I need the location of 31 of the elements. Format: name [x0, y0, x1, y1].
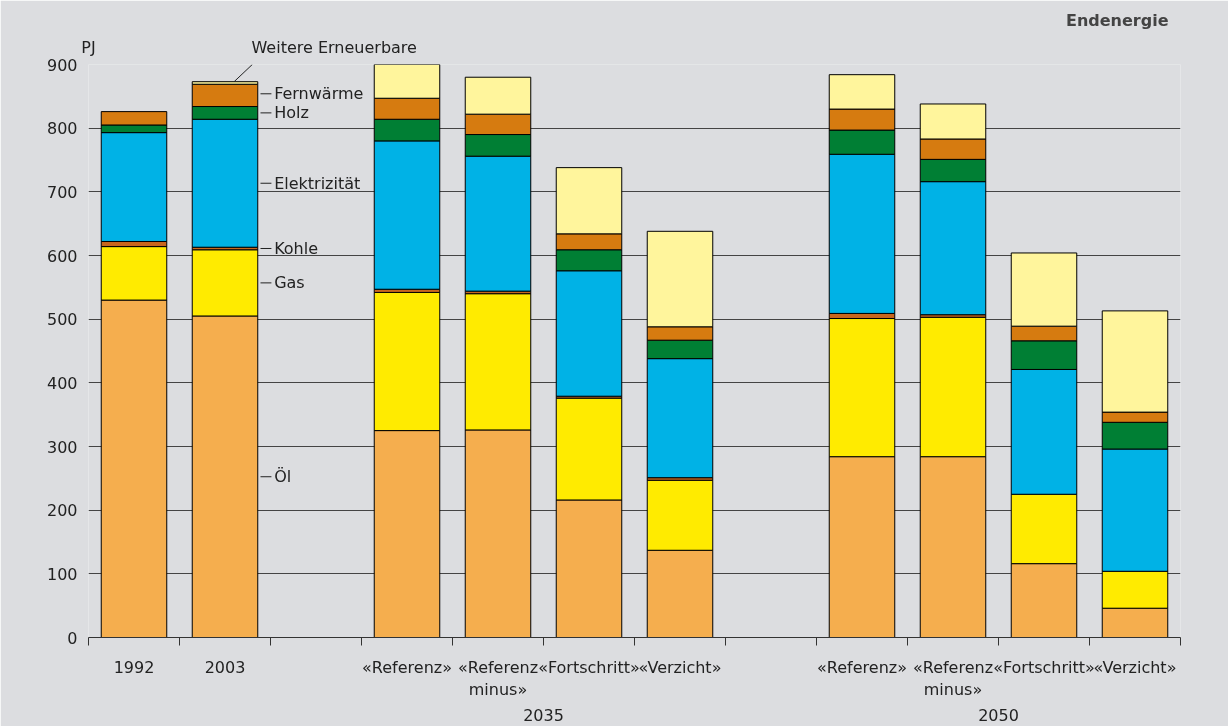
y-tick-label: 500	[46, 310, 78, 330]
series-label: Öl	[274, 467, 292, 487]
x-tick-label: «Referenz»	[817, 657, 907, 677]
y-tick-label: 100	[46, 564, 78, 584]
text: 2050	[978, 705, 1019, 725]
series-label: Weitere Erneuerbare	[251, 37, 417, 57]
y-tick-label: 0	[67, 628, 78, 648]
x-tick-label: «Fortschritt»	[538, 657, 640, 677]
x-tick-label: «Verzicht»	[1093, 657, 1177, 677]
x-tick-label: «Referenz»	[362, 657, 452, 677]
series-label: Elektrizität	[274, 173, 361, 193]
y-tick-label: 300	[46, 437, 78, 457]
y-tick-label: 700	[46, 182, 78, 202]
y-tick-label: 600	[46, 246, 78, 266]
series-label: Fernwärme	[274, 84, 364, 104]
chart-title: Endenergie	[1065, 10, 1169, 30]
x-tick-label: «Referenz minus»	[457, 657, 539, 700]
y-tick-label: 200	[46, 501, 78, 521]
x-tick-label: «Verzicht»	[638, 657, 722, 677]
y-tick-label: 400	[46, 373, 78, 393]
series-label: Gas	[274, 273, 305, 293]
x-tick-label: 1992	[113, 657, 155, 677]
y-tick-label: 900	[46, 55, 78, 75]
text: 2035	[523, 705, 564, 725]
series-label: Kohle	[274, 239, 319, 258]
y-tick-label: 800	[46, 119, 78, 139]
x-tick-label: «Fortschritt»	[993, 657, 1095, 677]
series-label: Holz	[274, 103, 309, 123]
x-tick-label: 2003	[204, 657, 246, 677]
x-tick-label: «Referenz minus»	[912, 657, 994, 700]
y-axis-title: PJ	[81, 37, 96, 57]
